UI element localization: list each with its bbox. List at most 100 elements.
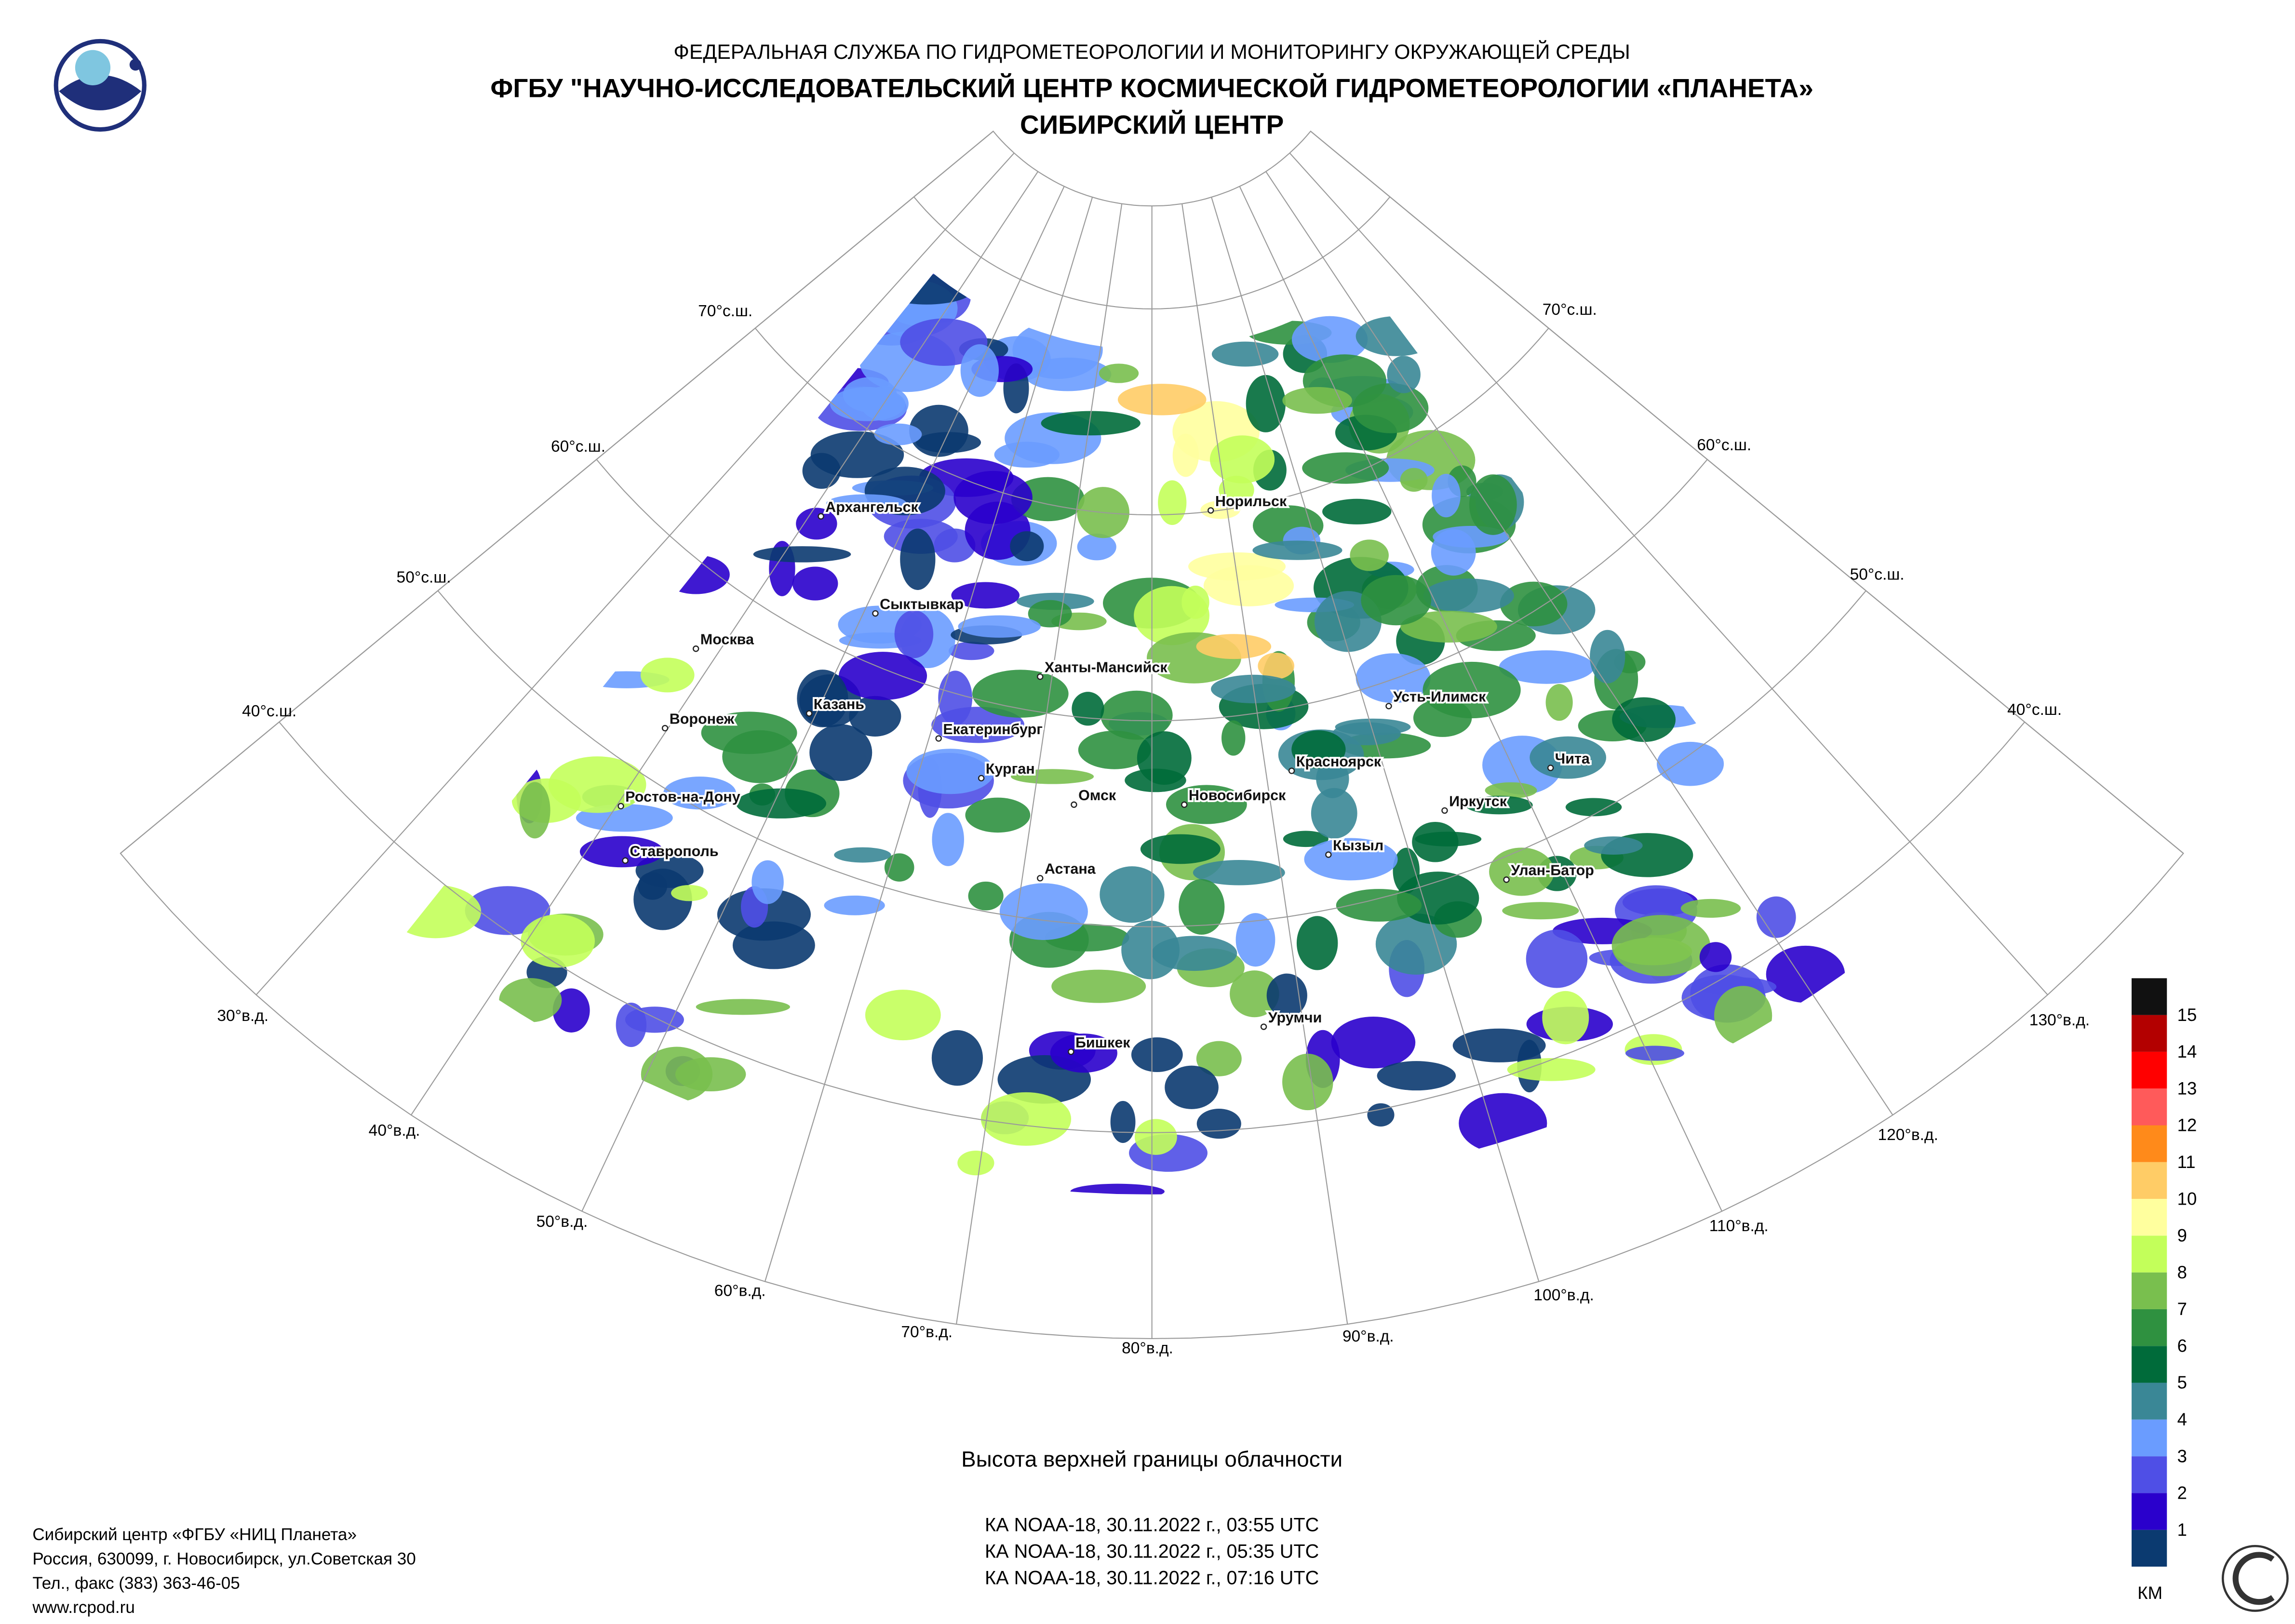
parallel bbox=[596, 459, 1708, 722]
cloud-patch bbox=[1140, 834, 1221, 864]
footer-line: www.rcpod.ru bbox=[32, 1598, 134, 1617]
legend-swatch bbox=[2132, 978, 2167, 1015]
legend-swatch bbox=[2132, 1015, 2167, 1052]
legend-level: 14 bbox=[2177, 1042, 2197, 1061]
cloud-patch bbox=[1100, 866, 1165, 923]
meridian bbox=[1239, 186, 1723, 1212]
legend-level: 8 bbox=[2177, 1262, 2187, 1282]
legend-level: 4 bbox=[2177, 1409, 2187, 1429]
latitude-label: 40°с.ш. bbox=[242, 702, 296, 720]
city-label: Екатеринбург bbox=[943, 721, 1043, 738]
cloud-patch bbox=[1072, 692, 1104, 726]
satellite-pass: КА NOAA-18, 30.11.2022 г., 07:16 UTC bbox=[985, 1568, 1319, 1589]
legend-level: 11 bbox=[2177, 1152, 2196, 1172]
legend-level: 15 bbox=[2177, 1005, 2197, 1025]
cloud-patch bbox=[1387, 356, 1421, 393]
city-dot bbox=[1503, 876, 1510, 883]
footer-line: Россия, 630099, г. Новосибирск, ул.Совет… bbox=[32, 1549, 416, 1568]
parallel bbox=[754, 328, 1549, 516]
legend-swatch bbox=[2132, 1456, 2167, 1493]
cloud-patch bbox=[965, 797, 1031, 833]
cloud-patch bbox=[1766, 945, 1845, 1003]
city-dot bbox=[1181, 801, 1188, 808]
longitude-label: 90°в.д. bbox=[1342, 1328, 1394, 1345]
city-dot bbox=[818, 513, 824, 520]
latitude-label: 70°с.ш. bbox=[698, 302, 752, 320]
cloud-patch bbox=[957, 1150, 994, 1176]
latitude-label: 60°с.ш. bbox=[551, 438, 605, 456]
cloud-patch bbox=[865, 990, 941, 1041]
cloud-patch bbox=[1101, 690, 1173, 740]
longitude-label: 60°в.д. bbox=[714, 1282, 766, 1300]
longitude-label: 70°в.д. bbox=[901, 1323, 953, 1341]
legend-swatch bbox=[2132, 1346, 2167, 1383]
cloud-patch bbox=[1356, 653, 1431, 703]
cloud-patch bbox=[1235, 913, 1275, 967]
cloud-patch bbox=[906, 749, 994, 794]
city-label: Москва bbox=[700, 631, 754, 648]
cloud-patch bbox=[1375, 913, 1457, 975]
legend-swatch bbox=[2132, 1493, 2167, 1530]
cloud-patch bbox=[999, 883, 1088, 940]
cloud-patch bbox=[953, 470, 1033, 524]
city-label: Улан-Батор bbox=[1511, 862, 1594, 879]
cloud-patch bbox=[824, 895, 885, 915]
longitude-label: 30°в.д. bbox=[217, 1007, 268, 1025]
city-label: Красноярск bbox=[1296, 753, 1382, 770]
parallel bbox=[437, 590, 1866, 927]
cloud-patch bbox=[1699, 942, 1732, 972]
city-dot bbox=[1385, 703, 1392, 710]
cloud-patch bbox=[1400, 611, 1497, 643]
cloud-patch bbox=[1485, 782, 1537, 799]
city-label: Чита bbox=[1555, 751, 1590, 767]
cloud-patch bbox=[874, 423, 922, 445]
cloud-patch bbox=[802, 453, 841, 489]
cloud-patch bbox=[1584, 836, 1643, 855]
cloud-patch bbox=[1188, 552, 1286, 581]
cloud-patch bbox=[1590, 630, 1625, 684]
cloud-patch bbox=[1356, 316, 1438, 356]
city-dot bbox=[1325, 851, 1332, 858]
meridian bbox=[411, 171, 1039, 1115]
cloud-patch bbox=[951, 582, 1020, 609]
cloud-patch bbox=[1542, 991, 1589, 1045]
cloud-patch bbox=[1196, 1041, 1242, 1076]
legend-swatch bbox=[2132, 1051, 2167, 1089]
parallel bbox=[913, 196, 1391, 309]
parallel bbox=[279, 722, 2025, 1133]
cloud-patch bbox=[1331, 1016, 1416, 1069]
agency: ФЕДЕРАЛЬНАЯ СЛУЖБА ПО ГИДРОМЕТЕОРОЛОГИИ … bbox=[673, 40, 1630, 64]
legend-level: 10 bbox=[2177, 1189, 2197, 1208]
logo bbox=[54, 39, 147, 132]
cloud-patch bbox=[662, 555, 730, 594]
satellite-pass: КА NOAA-18, 30.11.2022 г., 05:35 UTC bbox=[985, 1541, 1319, 1562]
city-dot bbox=[661, 725, 669, 732]
city-label: Кызыл bbox=[1333, 837, 1383, 854]
city-dot bbox=[617, 803, 624, 810]
legend-swatch bbox=[2132, 1125, 2167, 1162]
legend-level: 5 bbox=[2177, 1373, 2187, 1393]
meridian bbox=[955, 203, 1123, 1325]
cloud-patch bbox=[838, 652, 927, 700]
legend-swatch bbox=[2132, 1382, 2167, 1420]
cloud-patch bbox=[1024, 357, 1112, 391]
footer-line: Тел., факс (383) 363-46-05 bbox=[32, 1574, 240, 1593]
city-dot bbox=[935, 735, 942, 742]
longitude-label: 110°в.д. bbox=[1709, 1217, 1769, 1235]
cloud-patch bbox=[1507, 1058, 1596, 1081]
cloud-patch bbox=[1350, 539, 1389, 571]
cloud-patch bbox=[1400, 468, 1428, 492]
cloud-patch bbox=[1291, 730, 1346, 769]
cloud-patch bbox=[958, 615, 1041, 638]
cloud-patch bbox=[826, 494, 907, 513]
cloud-patch bbox=[1423, 578, 1514, 613]
cloud-patch bbox=[1196, 1109, 1241, 1139]
map: 70°с.ш. 70°с.ш. 60°с.ш. 60°с.ш. 50°с.ш. 50°с.… bbox=[120, 130, 2184, 1357]
cloud-patch bbox=[1291, 316, 1368, 363]
meridian bbox=[1181, 203, 1348, 1325]
latitude-label: 50°с.ш. bbox=[1850, 565, 1905, 583]
city-dot bbox=[805, 710, 813, 717]
cloud-patch bbox=[675, 1057, 746, 1092]
